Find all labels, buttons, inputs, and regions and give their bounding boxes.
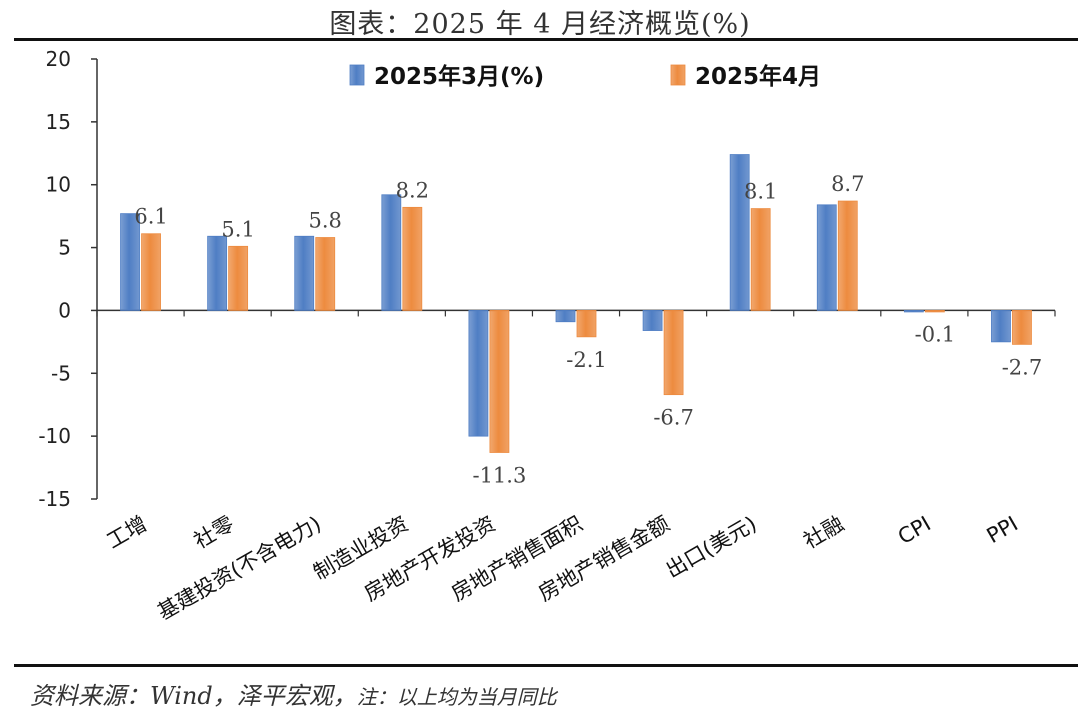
bar-series1 <box>120 213 140 311</box>
bar-series2 <box>576 310 597 338</box>
bar-chart: 20 15 10 5 0 -5 -10 -15 6.1 5.1 5.8 8.2 -11.3 -2.1 -6.… <box>38 47 1056 625</box>
legend-label-series1: 2025年3月(%) <box>374 63 544 90</box>
chart-title: 图表：2025 年 4 月经济概览(%) <box>329 9 751 40</box>
bar-series1 <box>903 310 924 313</box>
bar-series2 <box>750 208 771 311</box>
data-label: 8.7 <box>831 172 864 196</box>
data-label: 8.2 <box>396 178 429 202</box>
category-label: 基建投资(不含电力) <box>154 512 326 625</box>
bar-series2 <box>1012 310 1032 345</box>
data-label: 5.8 <box>309 209 342 233</box>
y-tick-label: 10 <box>46 173 71 197</box>
y-tick-label: 5 <box>58 236 71 260</box>
source-note: 资料来源：Wind，泽平宏观，注：以上均为当月同比 <box>30 676 557 711</box>
bar-series2 <box>402 206 423 311</box>
bar-series2 <box>489 310 510 453</box>
bar-series1 <box>816 204 837 311</box>
bar-series1 <box>207 235 228 311</box>
category-label: CPI <box>894 512 935 550</box>
y-tick-label: 15 <box>46 110 71 134</box>
bar-series1 <box>294 235 315 311</box>
bar-series2 <box>315 237 336 311</box>
source-text: 资料来源：Wind，泽平宏观， <box>30 682 357 710</box>
bar-series2 <box>141 233 161 311</box>
bar-series2 <box>837 200 858 311</box>
category-label: 工增 <box>103 512 151 554</box>
y-tick-label: 20 <box>46 47 71 71</box>
bottom-rule <box>14 664 1078 667</box>
bar-series2 <box>228 245 249 311</box>
bar-series1 <box>381 194 402 311</box>
legend-swatch-series1 <box>349 64 365 86</box>
category-label: 出口(美元) <box>662 512 761 583</box>
bar-series2 <box>663 310 684 396</box>
data-label: -6.7 <box>653 406 694 430</box>
category-label: PPI <box>983 512 1022 549</box>
y-tick-label: -5 <box>51 361 71 385</box>
bar-series1 <box>991 310 1011 343</box>
y-tick-label: -15 <box>38 487 71 511</box>
bar-series1 <box>468 310 489 437</box>
bar-series1 <box>729 154 750 311</box>
data-label: -2.1 <box>566 348 607 372</box>
bar-series2 <box>924 310 945 313</box>
data-label: -11.3 <box>472 463 526 487</box>
category-label: 社融 <box>799 512 847 554</box>
y-tick-label: 0 <box>58 298 71 322</box>
data-label: 8.1 <box>744 180 777 204</box>
bar-series1 <box>555 310 576 323</box>
category-label: 社零 <box>190 512 238 554</box>
legend-label-series2: 2025年4月 <box>695 63 821 90</box>
data-label: -2.7 <box>1002 355 1043 379</box>
footnote-text: 注：以上均为当月同比 <box>356 685 557 709</box>
data-label: 6.1 <box>134 205 167 229</box>
data-label: -0.1 <box>915 323 956 347</box>
data-label: 5.1 <box>221 217 254 241</box>
top-rule <box>14 38 1078 41</box>
bar-series1 <box>642 310 663 331</box>
y-tick-label: -10 <box>38 424 71 448</box>
legend-swatch-series2 <box>670 64 686 86</box>
